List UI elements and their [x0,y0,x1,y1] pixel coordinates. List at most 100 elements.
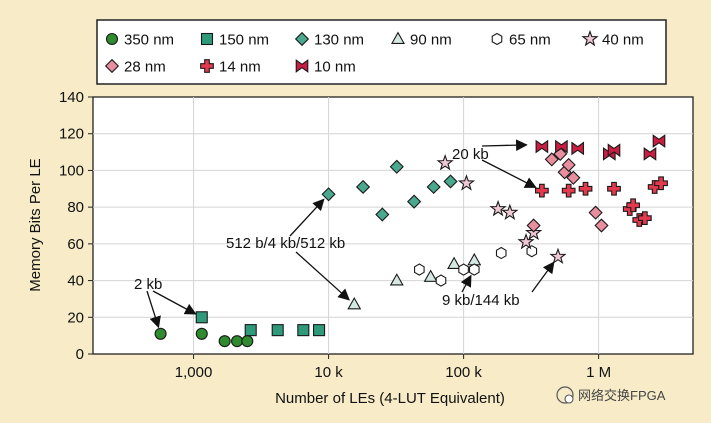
x-tick-label: 1 M [586,364,611,381]
annotation-9kb: 9 kb/144 kb [442,292,520,309]
legend-label: 150 nm [219,32,269,49]
y-axis-ticks: 0 20 40 60 80 100 120 140 [59,89,93,363]
legend-marker-40nm [581,29,599,47]
data-point [535,139,549,154]
annotation-arrow [481,159,537,188]
data-point [414,263,425,276]
annotation-arrow [295,251,350,301]
legend-label: 65 nm [509,32,551,49]
legend-marker-14nm [200,59,214,73]
annotation-arrow [460,274,472,293]
data-point [244,324,257,337]
data-point [271,324,284,337]
data-point [436,154,454,171]
legend-marker-150nm [200,32,214,46]
x-tick-label: 1,000 [175,364,213,381]
legend-label: 14 nm [219,59,261,76]
legend-marker-90nm [391,31,405,44]
series-40nm [436,154,567,265]
series-130nm [321,159,458,222]
y-tick-label: 100 [59,162,84,179]
y-tick-label: 60 [67,236,84,253]
data-point [637,211,652,226]
y-tick-label: 0 [76,346,84,363]
annotation-arrow [481,139,528,152]
data-point [375,207,390,222]
data-point [154,327,167,340]
annotation-arrows [146,139,555,329]
watermark: 网络交换FPGA [556,386,666,404]
annotation-512b: 512 b/4 kb/512 kb [226,235,345,252]
data-point [389,159,404,174]
data-point [571,141,585,156]
legend-label: 40 nm [602,32,644,49]
legend-marker-65nm [491,32,503,46]
x-axis-title: Number of LEs (4-LUT Equivalent) [275,390,505,407]
annotation-arrow [152,290,197,315]
data-point [578,181,593,196]
legend-label: 90 nm [410,32,452,49]
legend-marker-10nm [295,59,309,73]
wechat-icon-dot [564,394,574,404]
legend-box [96,19,667,85]
data-point [555,139,568,154]
annotation-arrow [146,290,161,329]
data-points [154,134,668,348]
legend-marker-28nm [104,58,120,74]
data-point [643,147,657,161]
series-150nm [195,311,326,337]
data-point [535,183,549,198]
series-350nm [154,327,254,348]
data-point [501,203,519,220]
annotation-arrow [531,261,555,293]
legend-marker-350nm [105,32,119,46]
data-point [407,194,422,209]
series-90nm [347,252,482,310]
data-point [594,218,609,233]
data-point [544,152,559,167]
data-point [607,181,621,196]
data-point [607,143,621,158]
data-point [426,179,441,195]
data-point [654,176,668,191]
data-point [526,218,541,233]
y-tick-label: 40 [67,273,84,290]
y-tick-label: 140 [59,89,84,106]
data-point [588,205,603,220]
data-point [443,174,458,189]
legend: 350 nm 150 nm 130 nm 90 nm 65 nm 40 nm 28 nm 14… [96,19,667,85]
data-point [457,174,476,191]
data-point [447,256,462,270]
legend-label: 350 nm [124,32,174,49]
legend-label: 28 nm [124,59,166,76]
data-point [549,247,567,265]
data-point [468,263,480,276]
x-tick-label: 10 k [314,364,343,381]
series-14nm [535,176,668,227]
legend-label: 130 nm [314,32,364,49]
y-tick-label: 120 [59,126,84,143]
annotation-arrow [289,198,325,237]
data-point [423,269,438,282]
annotation-20kb: 20 kb [452,146,489,163]
data-point [312,324,326,337]
data-point [389,273,404,286]
data-point [561,183,576,198]
data-point [489,199,507,217]
data-point [297,324,310,337]
data-point [526,245,538,258]
data-point [195,311,208,324]
data-point [218,335,231,348]
y-tick-label: 20 [67,309,84,326]
x-tick-label: 100 k [445,364,482,381]
data-point [561,157,576,173]
series-65nm [414,245,538,287]
data-point [652,134,666,148]
legend-label: 10 nm [314,59,356,76]
data-point [566,170,581,185]
legend-marker-130nm [294,31,310,47]
data-point [347,296,362,310]
data-point [321,187,336,202]
annotation-2kb: 2 kb [134,276,162,293]
